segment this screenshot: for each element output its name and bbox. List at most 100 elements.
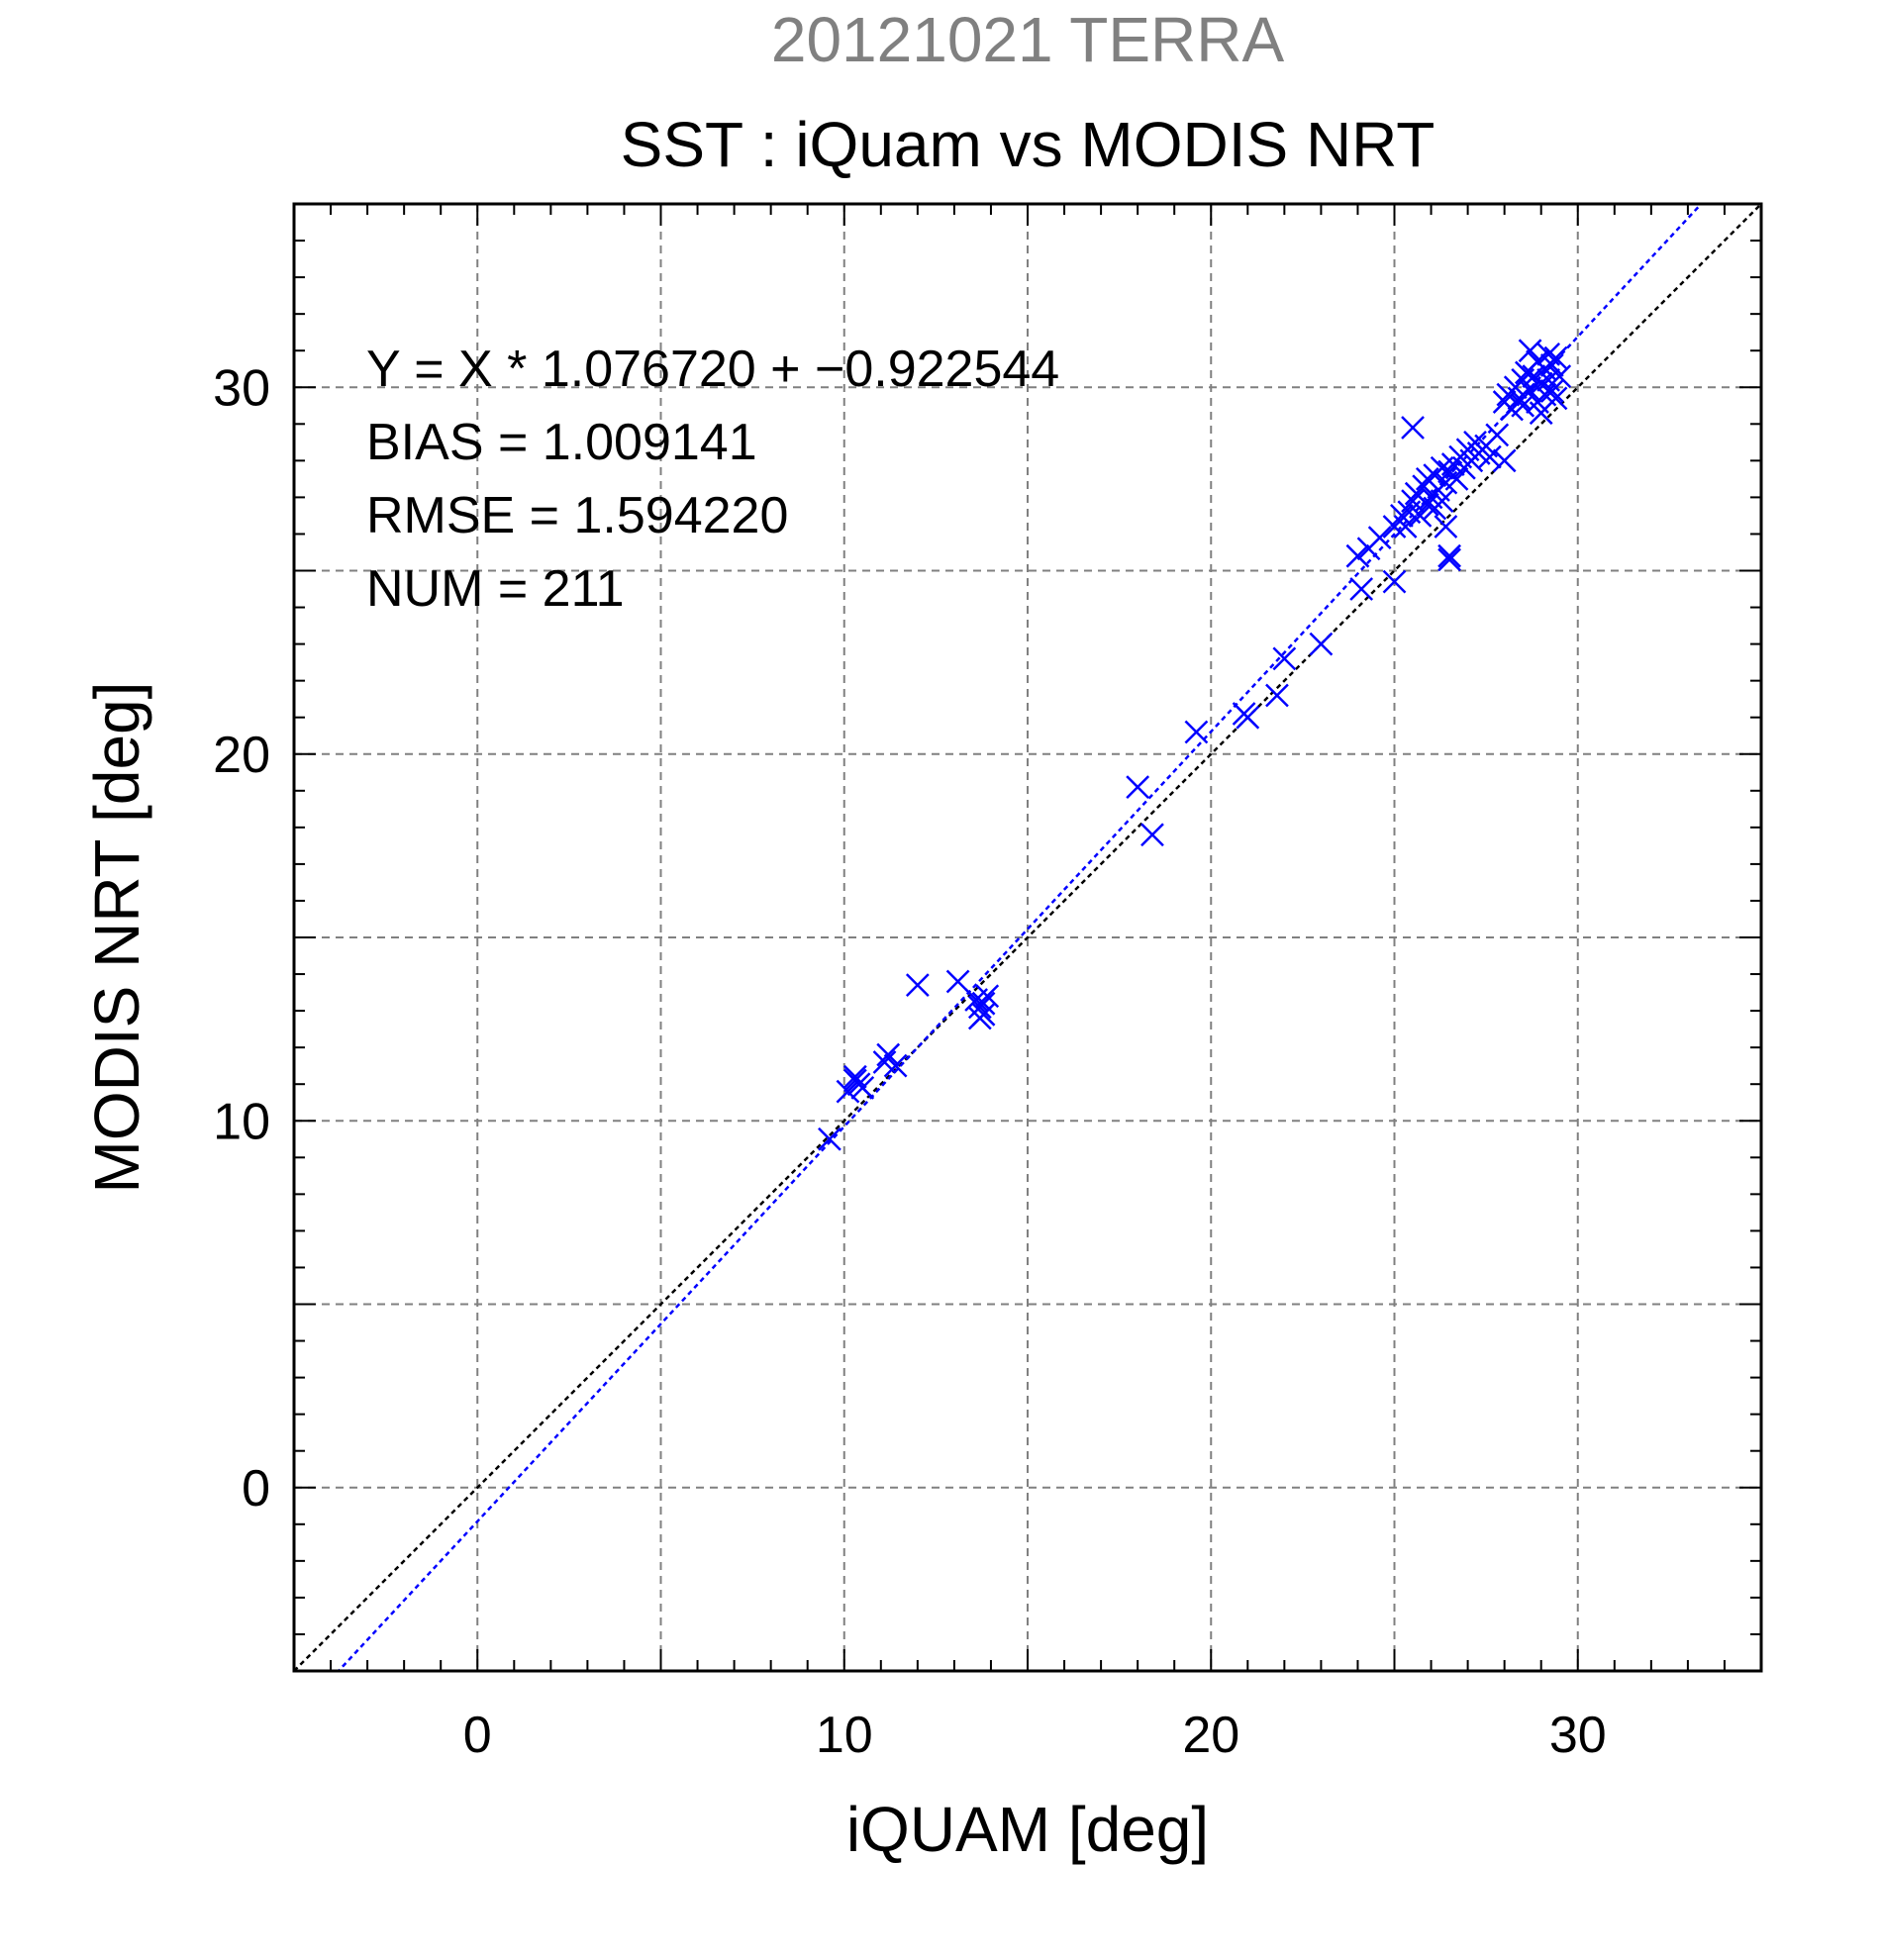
data-point (1437, 547, 1461, 572)
data-point-stroke (1309, 632, 1334, 656)
data-point-stroke (1543, 386, 1568, 411)
x-tick-label: 30 (1549, 1707, 1607, 1764)
num-text: NUM = 211 (366, 560, 625, 618)
data-point-stroke (1477, 444, 1502, 469)
chart-title: SST : iQuam vs MODIS NRT (621, 109, 1436, 180)
x-tick-label: 10 (816, 1707, 873, 1764)
data-point-stroke (967, 1006, 992, 1030)
data-point (1434, 515, 1458, 539)
data-point (842, 1068, 867, 1093)
y-axis-label: MODIS NRT [deg] (81, 682, 152, 1194)
data-point-stroke (1401, 416, 1425, 440)
y-tick-label: 0 (242, 1460, 270, 1518)
data-point (1140, 823, 1164, 847)
data-point (971, 991, 996, 1016)
y-tick-label: 30 (213, 359, 270, 417)
x-tick-label: 20 (1182, 1707, 1239, 1764)
data-point-stroke (1140, 823, 1164, 847)
data-point (842, 1064, 867, 1089)
data-point (1184, 720, 1209, 744)
y-tick-label: 20 (213, 727, 270, 784)
fit-equation: Y = X * 1.076720 + −0.922544 (366, 341, 1059, 398)
data-point-stroke (1415, 492, 1439, 517)
data-point-stroke (1511, 393, 1535, 418)
data-point (1543, 386, 1568, 411)
data-point-stroke (1415, 466, 1439, 491)
data-point-stroke (1547, 364, 1572, 389)
data-point-stroke (1126, 775, 1150, 799)
data-point (1430, 489, 1454, 513)
data-point-stroke (1265, 683, 1289, 708)
data-point-stroke (872, 1050, 897, 1074)
data-point (1477, 444, 1502, 469)
data-point (1367, 526, 1392, 550)
data-point-stroke (975, 984, 1000, 1009)
data-point-stroke (1367, 526, 1392, 550)
y-tick-labels: 0 10 20 30 (213, 359, 270, 1518)
data-point-stroke (1444, 466, 1469, 491)
data-point-stroke (1463, 430, 1487, 454)
data-point (1507, 386, 1532, 411)
x-axis-label: iQUAM [deg] (846, 1794, 1209, 1865)
data-point-stroke (971, 991, 996, 1016)
data-point-stroke (1518, 379, 1542, 403)
data-point-stroke (1434, 515, 1458, 539)
data-point (1265, 683, 1289, 708)
data-point (1543, 345, 1568, 370)
data-point-stroke (818, 1127, 842, 1151)
reference-lines (294, 204, 1761, 1671)
data-point-stroke (1543, 345, 1568, 370)
data-point (1518, 379, 1542, 403)
data-point (1492, 448, 1517, 473)
x-tick-label: 0 (463, 1707, 492, 1764)
rmse-text: RMSE = 1.594220 (366, 487, 788, 544)
data-point (1401, 416, 1425, 440)
data-point-stroke (842, 1064, 867, 1089)
data-point (1415, 492, 1439, 517)
data-point (1547, 364, 1572, 389)
data-point (1437, 543, 1461, 568)
x-tick-labels: 0 10 20 30 (463, 1707, 1607, 1764)
data-point-stroke (1349, 577, 1374, 601)
data-point-stroke (842, 1068, 867, 1093)
data-point (975, 984, 1000, 1009)
data-point-stroke (1272, 646, 1297, 671)
data-point (1309, 632, 1334, 656)
data-point (1126, 775, 1150, 799)
data-point-stroke (1485, 423, 1510, 447)
data-point (1345, 543, 1370, 568)
data-point (1401, 489, 1425, 513)
identity-line (294, 204, 1761, 1671)
data-point (1408, 504, 1433, 528)
data-point-stroke (1437, 547, 1461, 572)
data-point (1518, 339, 1542, 363)
data-point (1382, 569, 1407, 594)
data-point (836, 1079, 860, 1104)
data-point-stroke (1507, 386, 1532, 411)
data-point-stroke (1430, 489, 1454, 513)
data-point (876, 1042, 901, 1067)
regression-line (337, 204, 1704, 1671)
data-point (967, 1006, 992, 1030)
data-point-stroke (1536, 343, 1560, 366)
data-point-stroke (1401, 489, 1425, 513)
data-point-stroke (836, 1079, 860, 1104)
bias-text: BIAS = 1.009141 (366, 414, 757, 471)
data-point-stroke (1529, 371, 1553, 396)
data-point-stroke (1408, 504, 1433, 528)
data-point (1444, 466, 1469, 491)
data-point-stroke (1492, 448, 1517, 473)
stats-annotation: Y = X * 1.076720 + −0.922544 BIAS = 1.00… (366, 341, 1059, 618)
data-point-stroke (1236, 705, 1260, 730)
data-point (1485, 423, 1510, 447)
data-point (1511, 393, 1535, 418)
data-point (1349, 577, 1374, 601)
data-point (905, 973, 930, 998)
data-point (818, 1127, 842, 1151)
plot-frame (292, 202, 1763, 1673)
data-point-stroke (1533, 382, 1557, 407)
data-point (1539, 353, 1564, 377)
data-point (1236, 705, 1260, 730)
data-point-stroke (1184, 720, 1209, 744)
